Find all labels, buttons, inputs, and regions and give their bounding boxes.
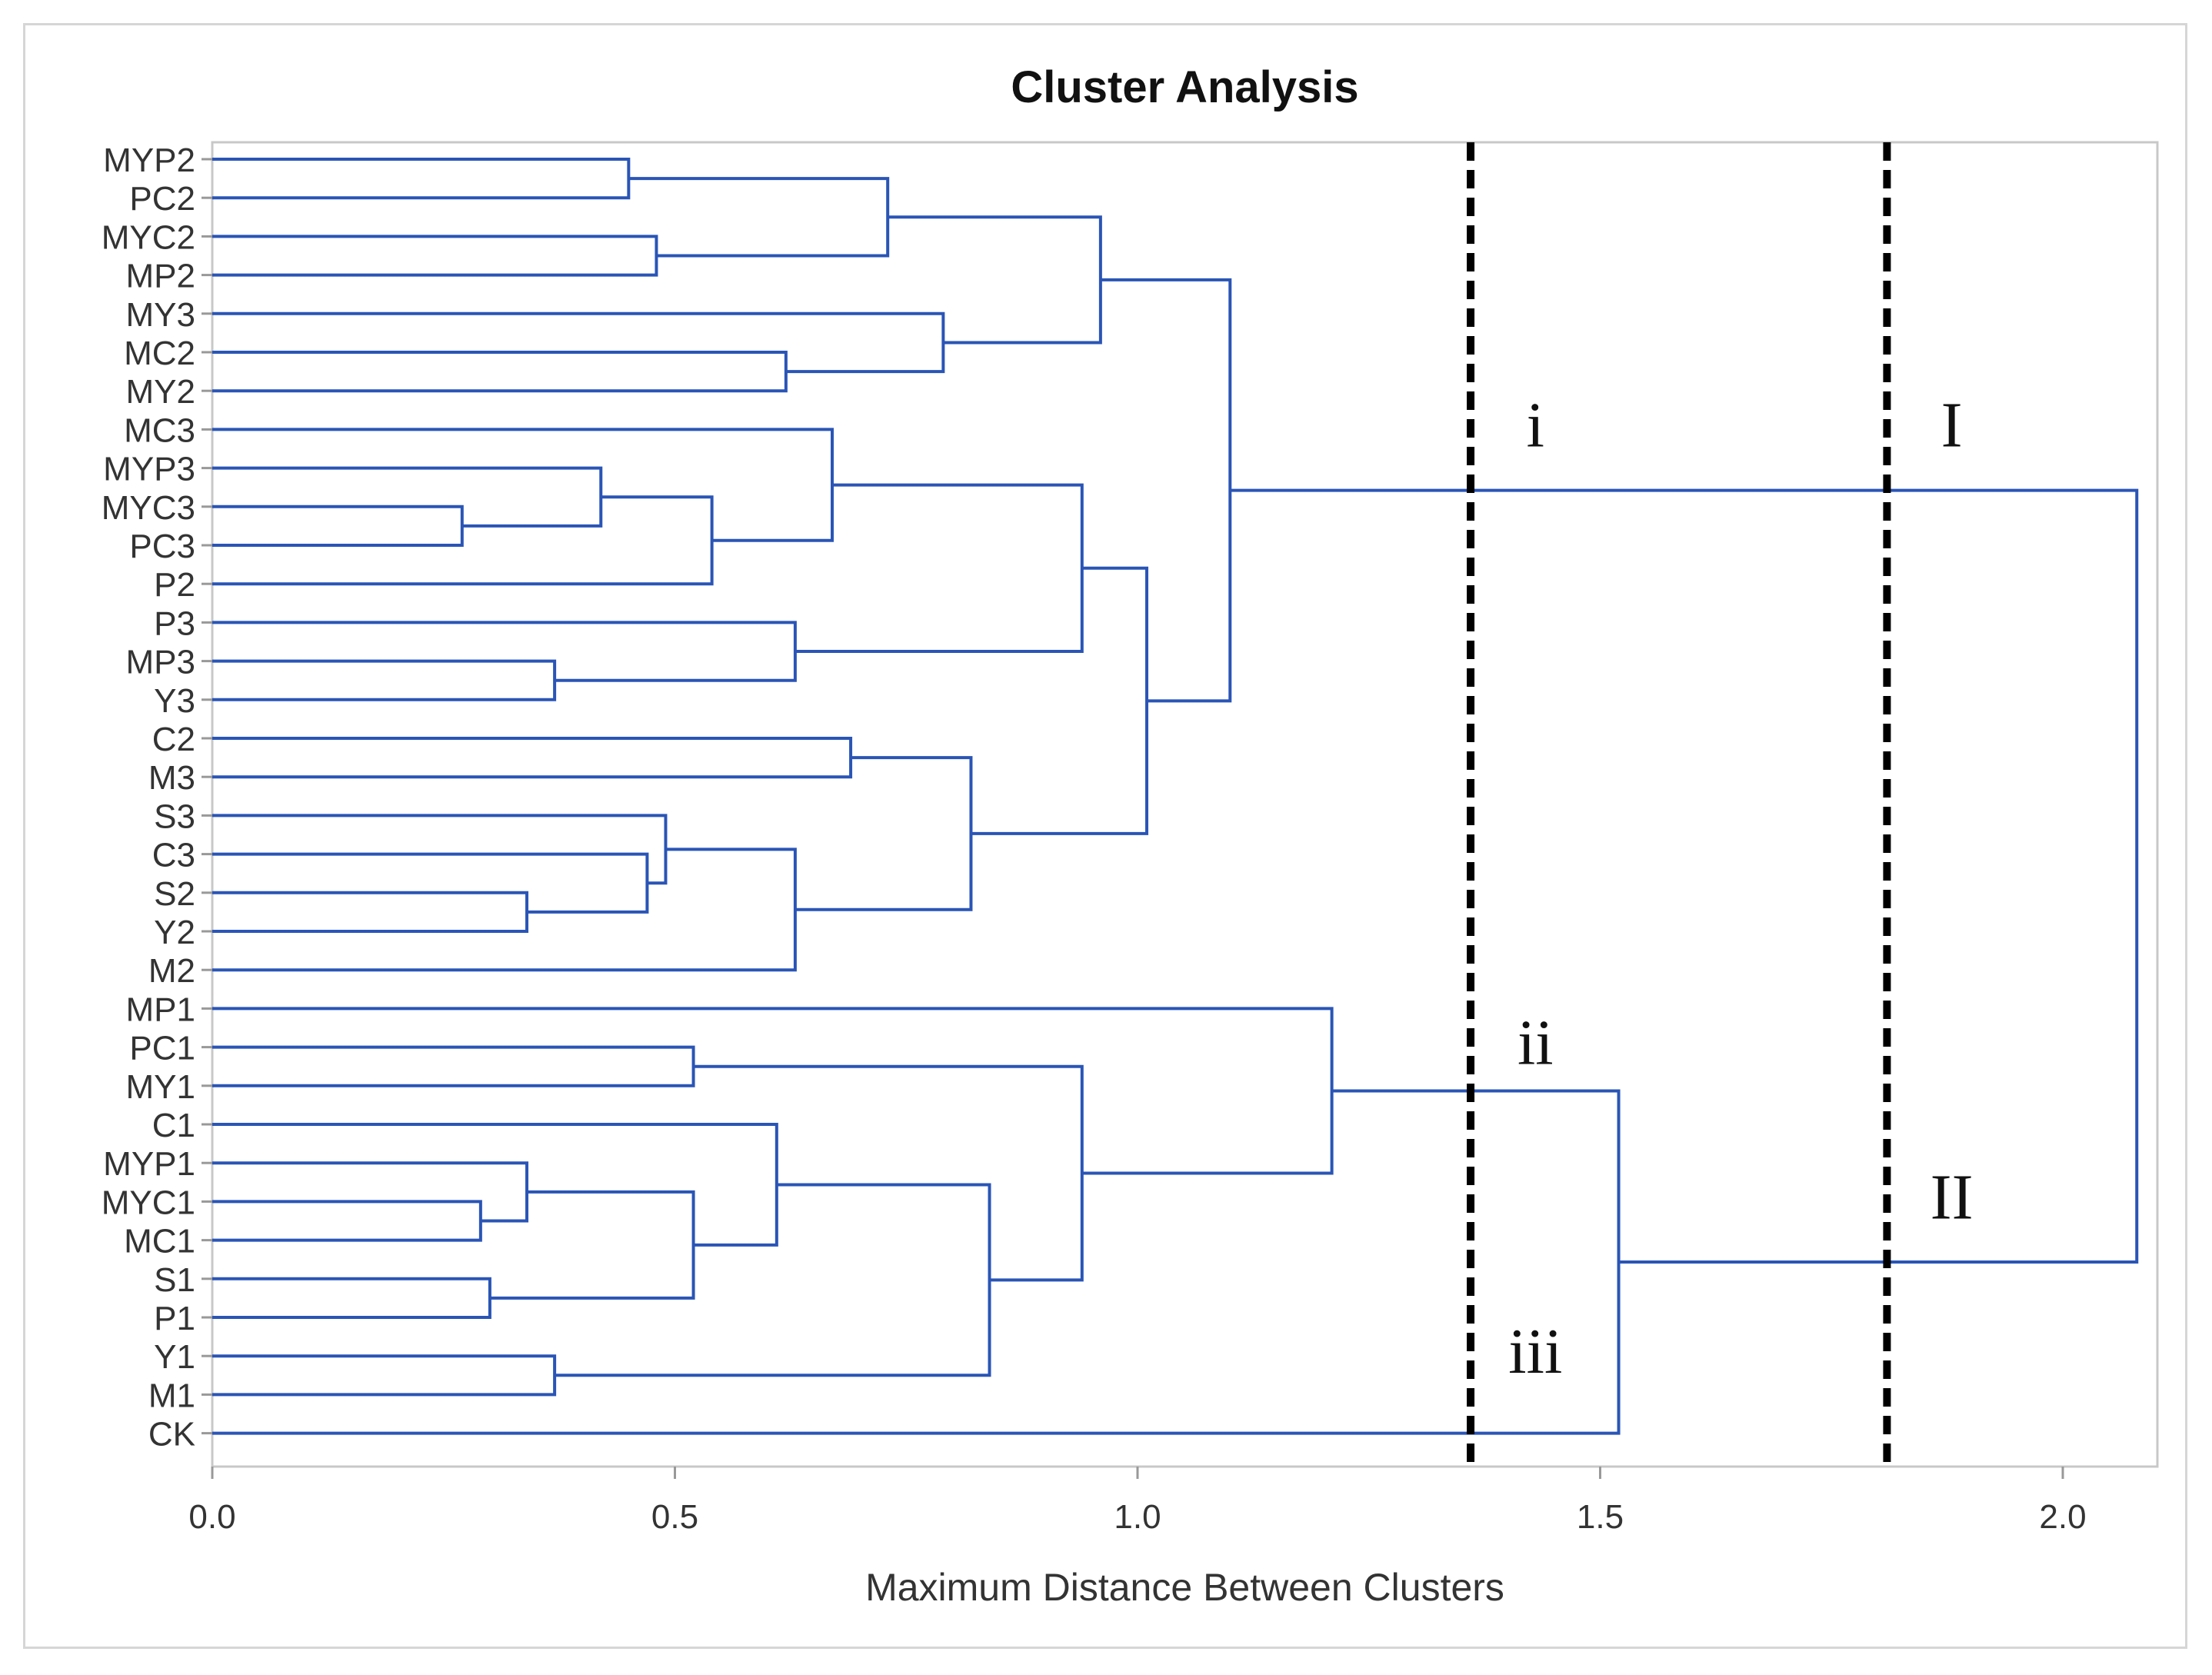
leaf-label: S1	[154, 1261, 195, 1299]
dendrogram-branch	[1100, 278, 1232, 703]
cluster-annotation: I	[1941, 389, 1963, 461]
leaf-label: Y3	[154, 682, 195, 720]
leaf-label: PC2	[129, 180, 195, 218]
leaf-label: MC1	[124, 1223, 195, 1260]
x-tick-label: 2.0	[2039, 1498, 2086, 1536]
dendrogram-branch	[212, 891, 529, 933]
leaf-label: MYP2	[103, 142, 195, 179]
dendrogram-branch	[212, 737, 853, 779]
leaf-label: Y1	[154, 1338, 195, 1376]
leaf-label: M1	[148, 1377, 195, 1414]
x-axis-label: Maximum Distance Between Clusters	[865, 1566, 1504, 1609]
dendrogram-branch	[795, 756, 973, 911]
figure-frame: Cluster Analysis MYP2 PC2 MYC2 MP2 MY3 MC2 MY2 M…	[23, 23, 2187, 1649]
leaf-label: C2	[152, 721, 195, 758]
dendrogram-branch	[212, 1089, 1621, 1435]
leaf-label: P1	[154, 1300, 195, 1337]
leaf-label: MYP3	[103, 451, 195, 488]
leaf-label: PC1	[129, 1030, 195, 1067]
cluster-annotation: ii	[1517, 1007, 1554, 1079]
leaf-label: MYC3	[102, 489, 195, 527]
dendrogram-chart: Cluster AnalysisMYP2PC2MYC2MP2MY3MC2MY2M…	[102, 62, 2159, 1609]
dendrogram-branch	[693, 1064, 1084, 1282]
dendrogram-branch	[212, 235, 658, 277]
plot-area	[211, 141, 2159, 1468]
cluster-annotation: II	[1931, 1161, 1974, 1233]
dendrogram-branch	[212, 852, 649, 914]
leaf-label: P3	[154, 604, 195, 642]
dendrogram-branch	[555, 1183, 991, 1377]
dendrogram-branch	[212, 351, 788, 393]
dendrogram-branch	[212, 311, 945, 374]
leaf-label: CK	[148, 1416, 195, 1454]
x-tick-label: 1.0	[1114, 1498, 1161, 1536]
dendrogram-branch	[971, 566, 1149, 835]
x-tick-label: 0.5	[651, 1498, 698, 1536]
dendrogram-branch	[628, 177, 890, 258]
leaf-label: M3	[148, 759, 195, 797]
dendrogram-branch	[212, 1200, 482, 1242]
leaf-label: S2	[154, 875, 195, 913]
leaf-label: Y2	[154, 914, 195, 951]
dendrogram-branch	[212, 1354, 557, 1397]
leaf-label: P2	[154, 566, 195, 604]
leaf-label: MYP1	[103, 1145, 195, 1183]
dendrogram-branch	[795, 483, 1084, 654]
dendrogram-branch	[888, 215, 1102, 345]
leaf-label: MY2	[126, 373, 195, 411]
dendrogram-branch	[212, 1045, 695, 1087]
dendrogram-branch	[212, 428, 834, 542]
dendrogram-branch	[212, 621, 797, 682]
dendrogram-branch	[212, 1277, 491, 1319]
dendrogram-branch	[212, 158, 631, 200]
leaf-label: MYC1	[102, 1184, 195, 1221]
leaf-label: C1	[152, 1107, 195, 1144]
leaf-label: S3	[154, 798, 195, 835]
dendrogram-branch	[489, 1190, 695, 1300]
leaf-label: MP1	[126, 991, 195, 1028]
leaf-label: MYC2	[102, 218, 195, 256]
chart-title: Cluster Analysis	[1011, 62, 1358, 112]
dendrogram-branch	[212, 814, 668, 885]
leaf-label: C3	[152, 837, 195, 874]
x-tick-label: 1.5	[1577, 1498, 1624, 1536]
dendrogram-branch	[212, 1007, 1334, 1175]
dendrogram-branch	[212, 466, 603, 528]
leaf-label: MC2	[124, 335, 195, 372]
leaf-label: MP2	[126, 258, 195, 295]
leaf-label: MP3	[126, 644, 195, 681]
dendrogram-branch	[1230, 488, 2139, 1264]
leaf-label: MY3	[126, 296, 195, 334]
leaf-label: PC3	[129, 528, 195, 565]
dendrogram-branch	[212, 504, 464, 547]
dendrogram-branch	[212, 847, 797, 972]
leaf-label: MC3	[124, 411, 195, 449]
cluster-annotation: i	[1527, 389, 1544, 461]
cluster-annotation: iii	[1508, 1316, 1562, 1387]
x-tick-label: 0.0	[188, 1498, 235, 1536]
leaf-label: MY1	[126, 1068, 195, 1106]
dendrogram-branch	[212, 659, 557, 701]
leaf-label: M2	[148, 952, 195, 990]
